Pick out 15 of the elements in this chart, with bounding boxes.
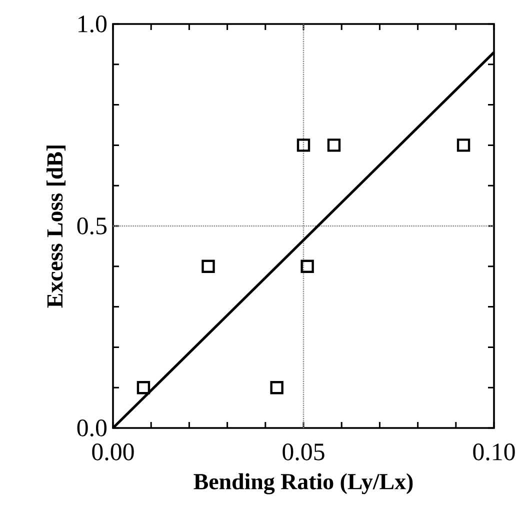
point (456, 138, 470, 152)
x-axis-title: Bending Ratio (Ly/Lx) (194, 473, 413, 494)
y-tick-label: 0.5 (77, 218, 107, 234)
x-tick-label: 0.10 (473, 444, 515, 460)
x-tick-label: 0.05 (282, 444, 324, 460)
point (136, 381, 150, 394)
point (202, 260, 215, 273)
point (300, 260, 314, 273)
y-tick-label: 0.0 (77, 420, 107, 436)
x-tick-label: 0.00 (92, 444, 134, 460)
point (296, 138, 310, 152)
y-axis-title: Excess Loss [dB] (46, 146, 66, 308)
y-tick-label: 1.0 (78, 16, 107, 32)
point (327, 138, 341, 152)
point (270, 381, 284, 394)
